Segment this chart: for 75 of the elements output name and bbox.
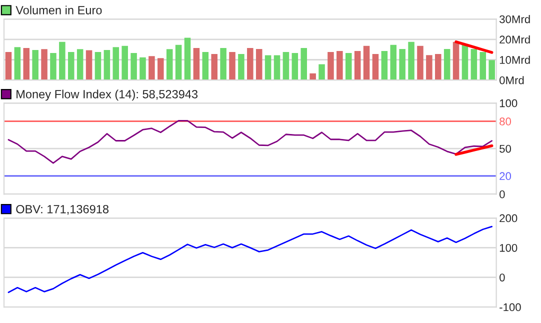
bar: [417, 46, 424, 80]
bar: [184, 38, 191, 80]
bar: [23, 48, 30, 80]
y-tick-label: 10Mrd: [500, 56, 530, 64]
legend-label: Volumen in Euro: [16, 6, 102, 14]
bar: [256, 48, 262, 80]
bar: [318, 64, 325, 80]
bar: [435, 54, 442, 80]
bar: [229, 52, 236, 80]
bar: [480, 52, 486, 80]
bar: [390, 44, 397, 80]
bar: [86, 50, 92, 80]
bar: [148, 56, 155, 80]
bar: [130, 53, 137, 80]
y-tick-label: 0: [500, 274, 505, 282]
bar: [381, 51, 388, 80]
bar: [426, 55, 432, 80]
bar: [444, 48, 450, 80]
bar: [247, 48, 254, 80]
bar: [158, 58, 164, 80]
bar: [175, 44, 182, 80]
bar: [354, 51, 361, 80]
bar: [345, 53, 352, 80]
y-tick-label: 0: [500, 190, 505, 198]
line-series: [454, 144, 494, 156]
bar: [238, 54, 244, 80]
line-series: [8, 120, 493, 164]
bar: [372, 54, 379, 80]
bar: [50, 53, 56, 80]
y-tick-label: 200: [500, 214, 518, 222]
y-tick-label: 0Mrd: [500, 76, 524, 84]
bar: [310, 73, 316, 80]
y-tick-label: -100: [500, 303, 521, 312]
legend-label: Money Flow Index (14): 58,523943: [16, 90, 198, 101]
bar: [166, 49, 173, 80]
bar: [202, 52, 209, 80]
bar: [104, 50, 110, 80]
bar: [328, 52, 334, 80]
bar: [363, 46, 370, 80]
bar: [336, 51, 343, 80]
bar: [488, 60, 495, 80]
bar: [399, 48, 406, 80]
y-tick-label: 20: [500, 172, 512, 180]
bar: [14, 47, 21, 80]
bar: [408, 42, 414, 80]
y-tick-label: 20Mrd: [500, 35, 530, 44]
legend-label: OBV: 171,136918: [16, 204, 109, 215]
bar: [264, 55, 272, 80]
bar: [76, 49, 84, 80]
bar: [300, 48, 307, 80]
y-tick-label: 80: [500, 118, 512, 126]
y-tick-label: 100: [500, 99, 518, 108]
bar: [59, 42, 66, 80]
bar: [462, 44, 468, 80]
bar: [122, 46, 128, 80]
bar: [41, 49, 48, 80]
bar: [292, 53, 298, 80]
bar: [193, 48, 200, 80]
line-series: [8, 226, 493, 294]
bar: [140, 57, 146, 80]
bar: [68, 52, 74, 80]
bar: [282, 52, 290, 80]
line-series: [454, 40, 494, 54]
bar: [112, 47, 120, 80]
bar: [94, 52, 102, 80]
bar: [211, 54, 218, 80]
bar: [274, 55, 280, 80]
y-tick-label: 50: [500, 144, 512, 153]
bar: [220, 48, 226, 80]
bar: [5, 52, 12, 80]
y-tick-label: 30Mrd: [500, 15, 530, 24]
y-tick-label: 100: [500, 244, 518, 252]
bar: [32, 50, 38, 80]
bar: [452, 42, 460, 80]
bar: [470, 48, 478, 80]
